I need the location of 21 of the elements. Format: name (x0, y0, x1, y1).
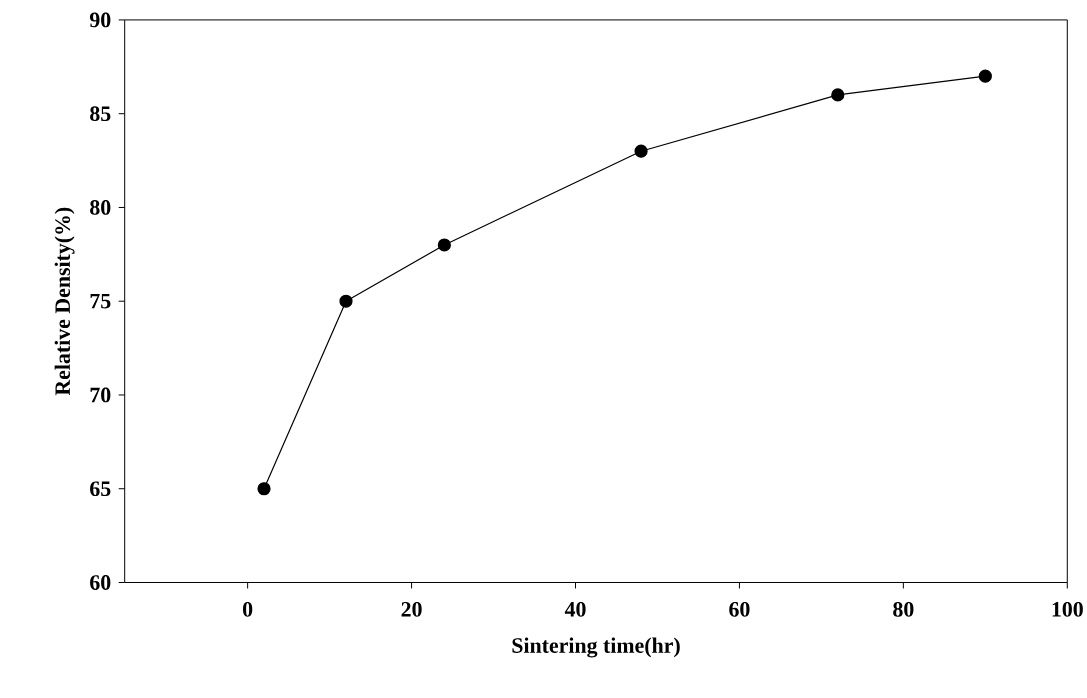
x-tick-label: 0 (243, 601, 253, 617)
x-axis-title: Sintering time(hr) (512, 637, 680, 658)
point (978, 69, 992, 83)
y-tick-label: 60 (90, 575, 111, 590)
x-tick-label: 20 (401, 601, 422, 617)
point (437, 238, 451, 252)
x-tick-label: 80 (893, 601, 914, 617)
y-tick-label: 85 (90, 106, 111, 121)
y-tick-label: 70 (90, 387, 111, 403)
point (634, 144, 648, 158)
y-axis-title: Relative Density(%) (54, 207, 75, 396)
x-tick-label: 40 (564, 601, 586, 617)
point (257, 482, 271, 496)
point (831, 88, 845, 102)
point (339, 294, 353, 308)
y-tick-label: 80 (90, 199, 111, 215)
y-tick-label: 90 (89, 12, 111, 28)
y-tick-label: 75 (90, 293, 111, 309)
x-tick-label: 60 (729, 601, 750, 617)
x-tick-label: 100 (1052, 601, 1083, 617)
y-tick-label: 65 (90, 481, 111, 496)
